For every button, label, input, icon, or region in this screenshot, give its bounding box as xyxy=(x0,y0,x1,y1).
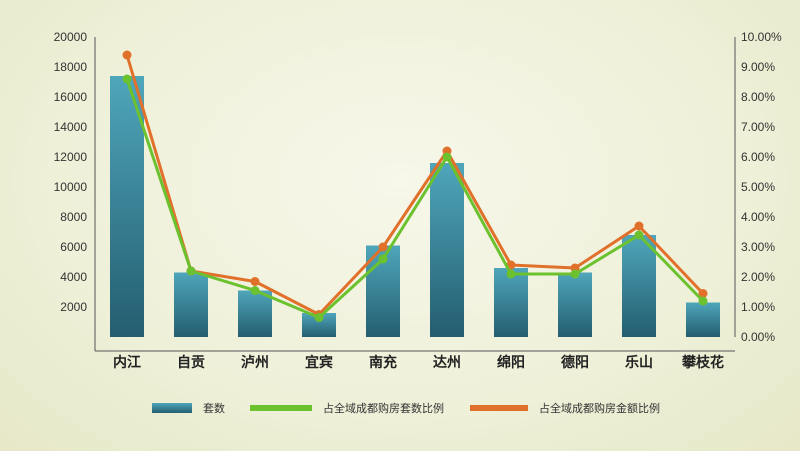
amount-ratio-point xyxy=(122,50,132,60)
right-tick-label: 3.00% xyxy=(741,240,775,254)
legend-bar-label: 套数 xyxy=(203,402,225,415)
legend-bar-swatch xyxy=(152,403,192,413)
count-ratio-point xyxy=(378,254,388,264)
right-tick-label: 10.00% xyxy=(741,30,782,44)
count-ratio-point xyxy=(506,269,516,279)
bar xyxy=(174,272,208,337)
category-label: 南充 xyxy=(369,354,397,371)
left-tick-label: 10000 xyxy=(54,180,88,194)
category-label: 绵阳 xyxy=(497,354,525,371)
right-tick-label: 8.00% xyxy=(741,90,775,104)
right-tick-label: 6.00% xyxy=(741,150,775,164)
bar xyxy=(558,272,592,337)
amount-ratio-line xyxy=(125,54,705,316)
category-label: 攀枝花 xyxy=(682,354,724,371)
amount-ratio-point xyxy=(698,289,708,298)
left-tick-label: 18000 xyxy=(54,60,88,74)
right-tick-label: 4.00% xyxy=(741,210,775,224)
lines-group xyxy=(122,50,708,322)
right-tick-label: 0.00% xyxy=(741,330,775,344)
right-tick-label: 9.00% xyxy=(741,60,775,74)
bar xyxy=(622,235,656,337)
category-label: 德阳 xyxy=(561,354,589,371)
legend: 套数 占全域成都购房套数比例 占全域成都购房金额比例 xyxy=(152,401,660,415)
left-tick-label: 8000 xyxy=(60,210,87,224)
bar xyxy=(494,268,528,337)
count-ratio-point xyxy=(570,269,580,279)
bar xyxy=(238,290,272,337)
axes: 2000 4000 6000 8000 10000 12000 14000 16000 1800… xyxy=(54,30,782,371)
right-tick-label: 2.00% xyxy=(741,270,775,284)
category-label: 达州 xyxy=(433,354,461,371)
left-tick-label: 6000 xyxy=(60,240,87,254)
count-ratio-point xyxy=(186,266,196,276)
left-tick-label: 4000 xyxy=(60,270,87,284)
amount-ratio-point xyxy=(378,242,388,252)
count-ratio-point xyxy=(698,296,708,306)
legend-orange-label: 占全域成都购房金额比例 xyxy=(539,401,660,415)
bar xyxy=(686,302,720,337)
category-label: 宜宾 xyxy=(305,354,333,371)
count-ratio-point xyxy=(442,152,452,162)
count-ratio-point xyxy=(314,313,324,322)
bars-group xyxy=(110,76,720,337)
legend-green-swatch xyxy=(250,405,312,411)
left-tick-label: 14000 xyxy=(54,120,88,134)
left-tick-label: 2000 xyxy=(60,300,87,314)
count-ratio-point xyxy=(250,286,260,295)
count-ratio-line xyxy=(125,78,705,319)
category-label: 自贡 xyxy=(177,354,205,371)
left-tick-label: 16000 xyxy=(54,90,88,104)
bar xyxy=(110,76,144,337)
left-tick-label: 20000 xyxy=(54,30,88,44)
left-tick-label: 12000 xyxy=(54,150,88,164)
count-ratio-point xyxy=(634,230,644,240)
category-label: 泸州 xyxy=(241,354,269,371)
amount-ratio-point xyxy=(250,277,260,286)
count-ratio-point xyxy=(122,74,132,84)
right-tick-label: 1.00% xyxy=(741,300,775,314)
legend-green-label: 占全域成都购房套数比例 xyxy=(323,401,444,415)
legend-orange-swatch xyxy=(470,405,528,411)
category-label: 乐山 xyxy=(625,354,653,371)
right-tick-label: 5.00% xyxy=(741,180,775,194)
bar xyxy=(430,163,464,337)
category-label: 内江 xyxy=(113,354,141,371)
right-tick-label: 7.00% xyxy=(741,120,775,134)
amount-ratio-point xyxy=(634,221,644,231)
